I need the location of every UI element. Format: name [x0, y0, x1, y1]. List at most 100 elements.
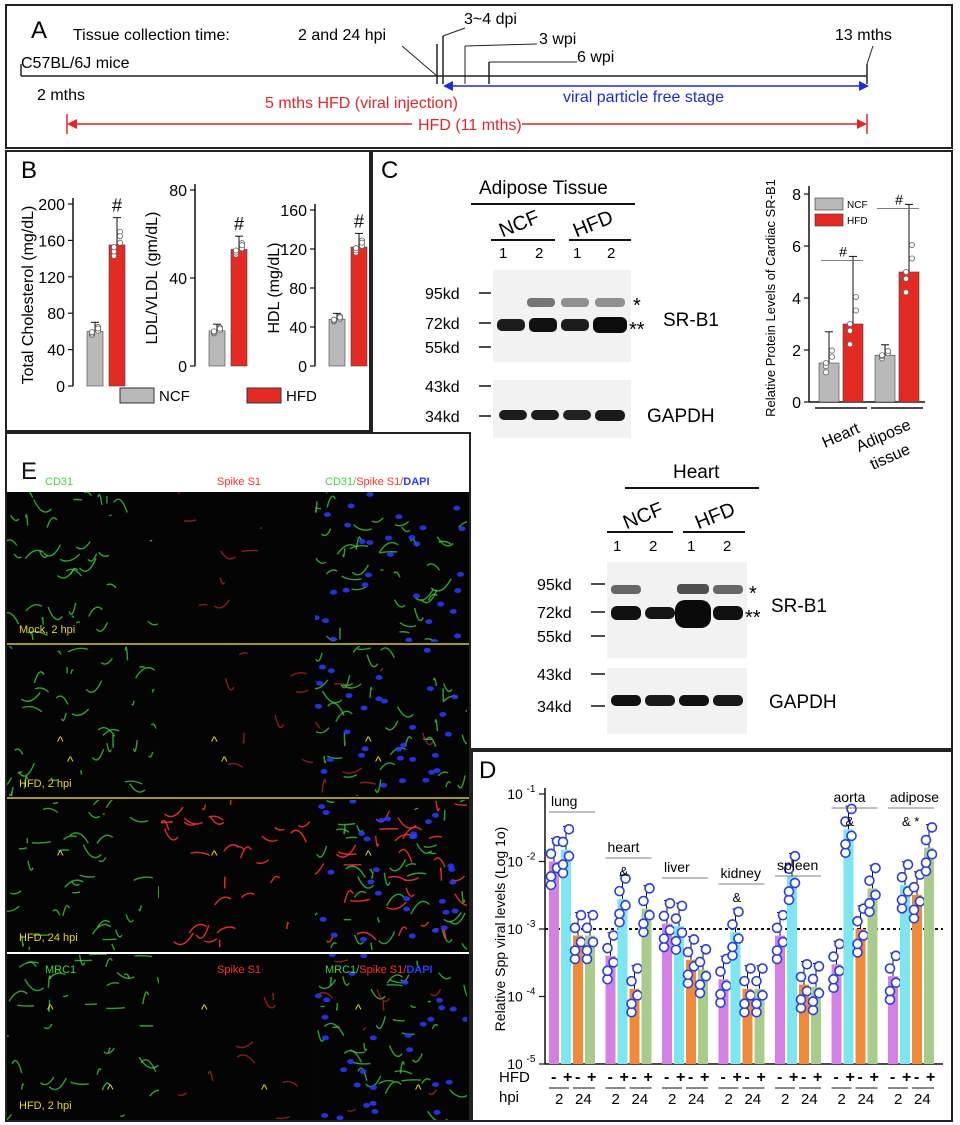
- micrograph-red-strong: ^: [161, 800, 313, 950]
- d-point: [922, 858, 931, 867]
- cell-structure: [381, 648, 394, 658]
- d-point: [904, 860, 913, 869]
- cell-structure: [411, 901, 429, 914]
- d-point: [916, 897, 925, 906]
- d-hfd-sign: +: [813, 1069, 822, 1086]
- cell-structure: [298, 822, 309, 827]
- cell-structure: [15, 749, 23, 754]
- nucleus: [425, 619, 432, 624]
- cell-structure: [25, 979, 44, 990]
- cell-structure: [376, 1016, 385, 1028]
- nucleus: [375, 696, 382, 701]
- d-tick-exp: -5: [527, 1054, 536, 1065]
- nucleus: [371, 1109, 378, 1114]
- cell-structure: [399, 632, 409, 633]
- cell-structure: [316, 653, 322, 661]
- d-point: [803, 960, 812, 969]
- cell-structure: [338, 824, 355, 825]
- nucleus: [315, 615, 320, 620]
- d-point: [746, 991, 755, 1000]
- cell-structure: [215, 897, 231, 905]
- c-tick-label: 4: [792, 291, 801, 308]
- cell-structure: [407, 873, 426, 876]
- nucleus: [434, 1110, 441, 1115]
- cell-structure: [76, 542, 90, 549]
- b-tick-label: 200: [38, 197, 65, 214]
- d-point: [559, 837, 568, 846]
- cell-structure: [439, 541, 451, 544]
- nucleus: [409, 725, 416, 730]
- d-hpi-value: 24: [745, 1091, 762, 1108]
- nucleus: [346, 693, 353, 698]
- b-bar-hfd: [231, 249, 247, 366]
- cell-structure: [7, 540, 17, 545]
- cell-structure: [366, 1076, 381, 1087]
- d-hpi-value: 2: [838, 1091, 846, 1108]
- nucleus: [318, 804, 325, 809]
- nucleus: [361, 706, 368, 711]
- viral-free-label: viral particle free stage: [563, 89, 724, 106]
- d-point: [734, 934, 743, 943]
- cell-structure: [11, 515, 19, 520]
- cell-structure: [26, 515, 28, 526]
- d-point: [871, 890, 880, 899]
- cell-structure: [371, 943, 376, 950]
- nucleus: [454, 633, 461, 638]
- d-point: [615, 909, 624, 918]
- blot1-marker-95: 95kd: [425, 286, 460, 303]
- cell-structure: [68, 648, 88, 652]
- row-separator: [7, 643, 469, 645]
- cell-structure: [290, 673, 306, 677]
- d-mark: &: [846, 814, 855, 829]
- cell-structure: [336, 829, 349, 832]
- cell-structure: [62, 713, 66, 721]
- nucleus: [323, 810, 330, 815]
- cell-structure: [296, 690, 308, 692]
- nucleus: [385, 536, 392, 541]
- d-point: [773, 923, 782, 932]
- timeline-heading: Tissue collection time:: [73, 27, 230, 44]
- cell-structure: [242, 550, 258, 551]
- cell-structure: [353, 525, 371, 531]
- nucleus: [327, 757, 334, 762]
- cell-structure: [16, 492, 33, 498]
- cell-structure: [48, 976, 50, 988]
- blot2-marker-72: 72kd: [537, 605, 572, 622]
- cell-structure: [130, 817, 148, 822]
- blot1-membrane: [493, 270, 631, 362]
- micrograph-green-red-blue: ^^: [315, 954, 467, 1120]
- cell-structure: [228, 764, 243, 768]
- nucleus: [446, 1080, 453, 1085]
- panel-letter: B: [21, 157, 37, 184]
- c-bar-hfd: [843, 324, 863, 402]
- cell-structure: [336, 711, 352, 721]
- blot1-marker-43: 43kd: [425, 379, 460, 396]
- cell-structure: [353, 1063, 370, 1064]
- cell-structure: [372, 518, 383, 522]
- cell-structure: [343, 768, 362, 773]
- timeline-t3-label: 3 wpi: [539, 31, 576, 48]
- cell-structure: [271, 876, 280, 883]
- cell-structure: [384, 873, 389, 885]
- cell-structure: [276, 1117, 289, 1118]
- d-hfd-sign: -: [834, 1069, 839, 1086]
- nucleus: [401, 980, 408, 985]
- nucleus: [358, 831, 365, 836]
- nucleus: [422, 778, 429, 783]
- nucleus: [439, 899, 446, 904]
- d-point: [690, 935, 699, 944]
- cell-structure: [380, 763, 395, 770]
- b-sig: #: [112, 196, 122, 216]
- d-point: [702, 945, 711, 954]
- cell-structure: [357, 825, 363, 831]
- cell-structure: [398, 707, 414, 717]
- d-hfd-sign: -: [575, 1069, 580, 1086]
- d-point: [752, 999, 761, 1008]
- d-point: [621, 901, 630, 910]
- merge-dapi: DAPI: [403, 476, 429, 488]
- d-hfd-sign: +: [700, 1069, 709, 1086]
- d-point: [702, 972, 711, 981]
- cell-structure: [428, 852, 435, 853]
- b-dot: [359, 240, 364, 245]
- cell-structure: [379, 543, 398, 553]
